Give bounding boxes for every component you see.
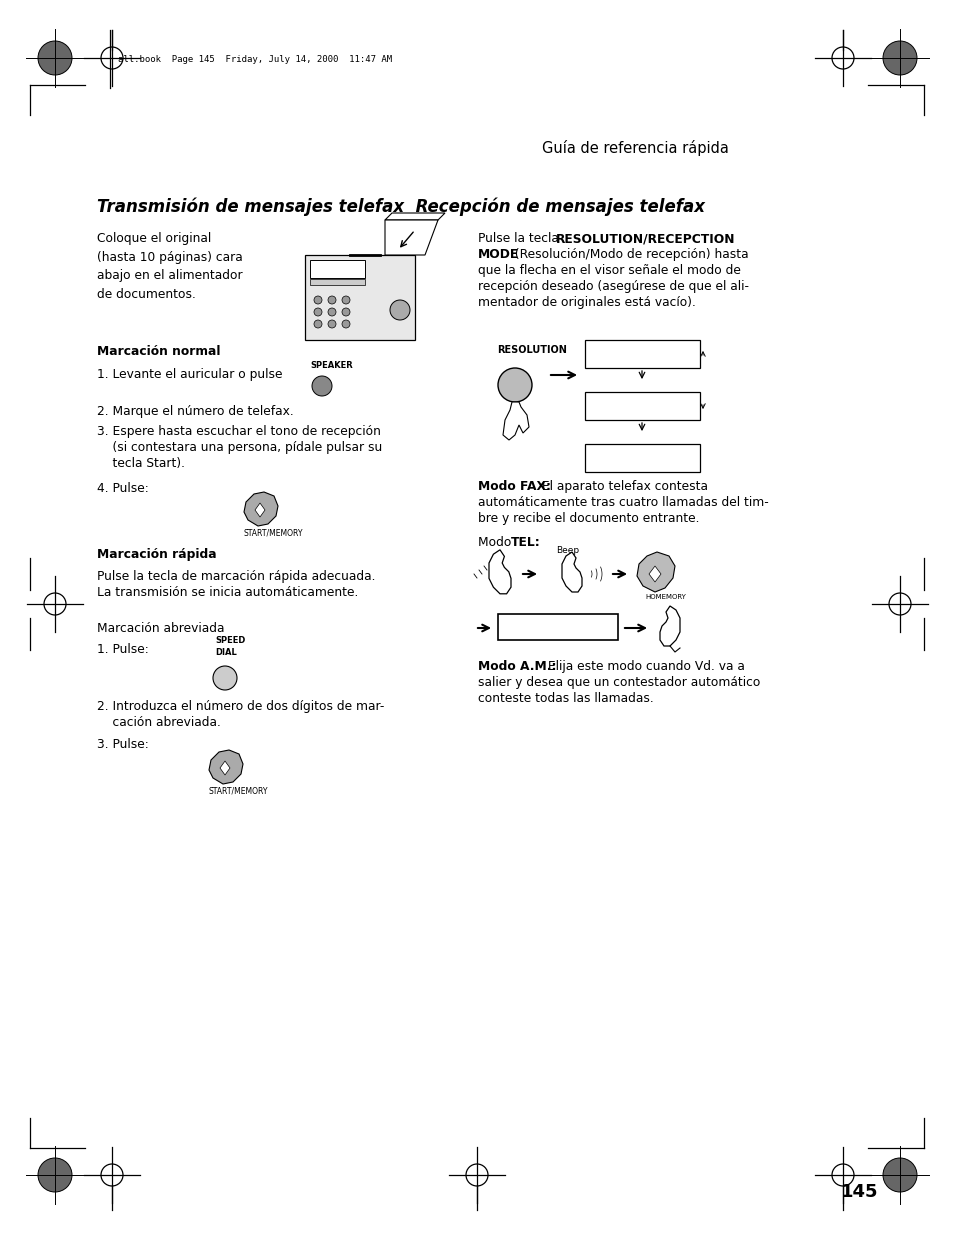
Polygon shape [637,552,675,592]
Text: AM: AM [683,462,693,467]
Circle shape [328,296,335,304]
Text: mentador de originales está vacío).: mentador de originales está vacío). [477,296,695,309]
Text: tecla Start).: tecla Start). [97,457,185,471]
Text: Elija este modo cuando Vd. va a: Elija este modo cuando Vd. va a [543,659,744,673]
Text: Marcación normal: Marcación normal [97,345,220,358]
Polygon shape [244,492,277,526]
Circle shape [882,1158,916,1192]
Text: all.book  Page 145  Friday, July 14, 2000  11:47 AM: all.book Page 145 Friday, July 14, 2000 … [118,56,392,64]
Text: SPEAKER: SPEAKER [310,361,353,370]
Circle shape [314,296,322,304]
Text: Marcación rápida: Marcación rápida [97,548,216,561]
Text: RECEIVING: RECEIVING [502,616,578,629]
Text: La transmisión se inicia automáticamente.: La transmisión se inicia automáticamente… [97,585,358,599]
Circle shape [314,320,322,329]
Polygon shape [305,254,415,340]
Text: (si contestara una persona, pídale pulsar su: (si contestara una persona, pídale pulsa… [97,441,382,454]
Text: Marcación abreviada: Marcación abreviada [97,622,224,635]
Text: TEL  FAX: TEL FAX [587,394,618,400]
Text: 1. Pulse:: 1. Pulse: [97,643,149,656]
Text: START/MEMORY: START/MEMORY [209,785,268,795]
Text: RESOLUTION: RESOLUTION [497,345,566,354]
Circle shape [341,320,350,329]
Text: RESOLUTION/RECEPCTION: RESOLUTION/RECEPCTION [556,232,735,245]
Polygon shape [385,212,444,220]
Text: cación abreviada.: cación abreviada. [97,716,221,729]
Circle shape [341,296,350,304]
Polygon shape [385,220,437,254]
Text: AM: AM [683,358,693,363]
Text: TEL  FAX: TEL FAX [587,342,618,348]
Circle shape [882,41,916,75]
Circle shape [341,308,350,316]
Text: 145: 145 [841,1183,878,1200]
Text: El aparato telefax contesta: El aparato telefax contesta [537,480,707,493]
Circle shape [312,375,332,396]
Circle shape [328,320,335,329]
Polygon shape [220,761,230,776]
Text: START/MEMORY: START/MEMORY [244,529,303,537]
Circle shape [314,308,322,316]
Text: (Resolución/Modo de recepción) hasta: (Resolución/Modo de recepción) hasta [511,248,748,261]
Circle shape [38,1158,71,1192]
Text: 3. Espere hasta escuchar el tono de recepción: 3. Espere hasta escuchar el tono de rece… [97,425,380,438]
Text: TEL  FAX: TEL FAX [587,446,618,452]
Circle shape [38,41,71,75]
Text: conteste todas las llamadas.: conteste todas las llamadas. [477,692,653,705]
Polygon shape [254,503,265,517]
Polygon shape [209,750,243,784]
Text: AM: AM [683,410,693,415]
Text: 4. Pulse:: 4. Pulse: [97,482,149,495]
Text: Guía de referencia rápida: Guía de referencia rápida [541,140,728,156]
Text: Pulse la tecla de marcación rápida adecuada.: Pulse la tecla de marcación rápida adecu… [97,571,375,583]
Text: 1. Levante el auricular o pulse: 1. Levante el auricular o pulse [97,368,282,382]
Text: 2. Marque el número de telefax.: 2. Marque el número de telefax. [97,405,294,417]
Polygon shape [502,403,529,440]
Text: Transmisión de mensajes telefax  Recepción de mensajes telefax: Transmisión de mensajes telefax Recepció… [97,198,704,216]
Text: HOMEMORY: HOMEMORY [644,594,685,600]
Text: Beep: Beep [556,546,578,555]
Circle shape [390,300,410,320]
Bar [584,445,700,472]
Bar [584,391,700,420]
Bar [310,261,365,278]
Circle shape [497,368,532,403]
Text: bre y recibe el documento entrante.: bre y recibe el documento entrante. [477,513,699,525]
Text: TEL:: TEL: [511,536,540,550]
Text: 3. Pulse:: 3. Pulse: [97,739,149,751]
Text: que la flecha en el visor señale el modo de: que la flecha en el visor señale el modo… [477,264,740,277]
Text: Modo A.M.:: Modo A.M.: [477,659,556,673]
Text: MODE: MODE [477,248,518,261]
Text: salier y desea que un contestador automático: salier y desea que un contestador automá… [477,676,760,689]
Text: SPEED: SPEED [214,636,245,645]
Text: Pulse la tecla: Pulse la tecla [477,232,562,245]
Text: recepción deseado (asegúrese de que el ali-: recepción deseado (asegúrese de que el a… [477,280,748,293]
Text: JUN-01 10:30: JUN-01 10:30 [587,351,647,359]
Circle shape [213,666,236,690]
Bar [497,614,618,640]
Text: Modo: Modo [477,536,515,550]
Text: automáticamente tras cuatro llamadas del tim-: automáticamente tras cuatro llamadas del… [477,496,768,509]
Bar [584,340,700,368]
Text: DIAL: DIAL [214,648,236,657]
Text: Coloque el original
(hasta 10 páginas) cara
abajo en el alimentador
de documento: Coloque el original (hasta 10 páginas) c… [97,232,242,300]
Bar [310,279,365,285]
Text: JUN-01 10:30: JUN-01 10:30 [587,454,647,464]
Text: 2. Introduzca el número de dos dígitos de mar-: 2. Introduzca el número de dos dígitos d… [97,700,384,713]
Polygon shape [648,566,660,582]
Circle shape [328,308,335,316]
Text: Modo FAX:: Modo FAX: [477,480,551,493]
Text: JUN-01 10:30: JUN-01 10:30 [587,403,647,412]
